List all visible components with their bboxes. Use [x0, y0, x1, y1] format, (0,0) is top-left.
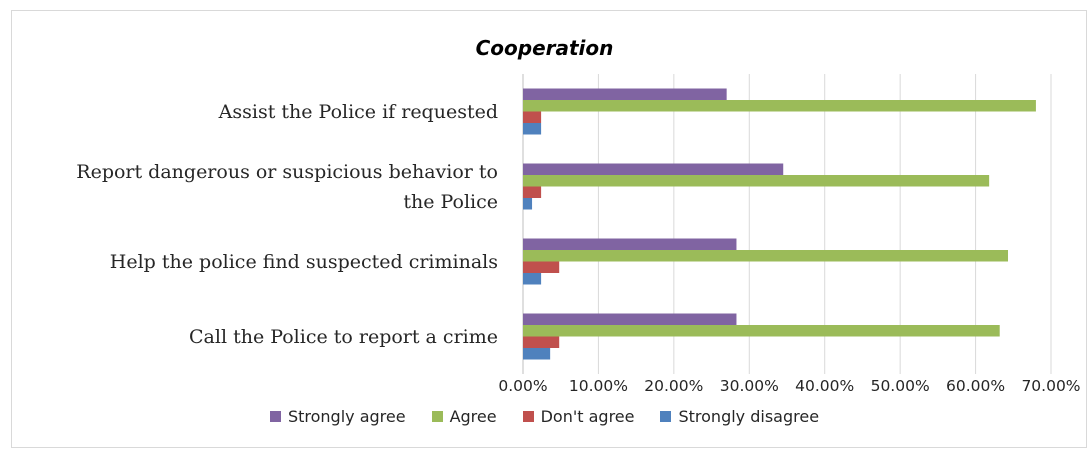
bar-strongly-disagree-2 — [523, 198, 533, 210]
bar-agree-3 — [523, 250, 1009, 262]
bar-strongly-agree-4 — [523, 313, 737, 325]
category-label-line: Report dangerous or suspicious behavior … — [76, 160, 498, 183]
legend-label: Strongly agree — [287, 407, 406, 426]
legend-swatch — [660, 411, 672, 422]
bar-don-t-agree-2 — [523, 186, 542, 198]
category-label: Assist the Police if requested — [18, 97, 498, 127]
x-tick-label: 70.00% — [1021, 377, 1081, 395]
category-label-line: Call the Police to report a crime — [189, 325, 498, 348]
legend-swatch — [522, 411, 534, 422]
bar-don-t-agree-4 — [523, 336, 560, 348]
legend-label: Strongly disagree — [678, 407, 820, 426]
category-label: Report dangerous or suspicious behavior … — [18, 157, 498, 217]
bar-strongly-disagree-4 — [523, 348, 551, 360]
bar-agree-2 — [523, 175, 990, 187]
category-label-line: Assist the Police if requested — [218, 100, 498, 123]
bar-strongly-disagree-1 — [523, 123, 542, 135]
x-tick-label: 60.00% — [946, 377, 1006, 395]
legend-item: Agree — [431, 407, 497, 426]
legend-item: Don't agree — [522, 407, 635, 426]
category-label: Help the police find suspected criminals — [18, 247, 498, 277]
category-label: Call the Police to report a crime — [18, 322, 498, 352]
legend-label: Agree — [449, 407, 497, 426]
bar-strongly-agree-1 — [523, 88, 727, 100]
legend-swatch — [269, 411, 281, 422]
legend: Strongly agree Agree Don't agree Strongly d… — [0, 407, 1089, 426]
bar-strongly-agree-3 — [523, 238, 737, 250]
x-tick-label: 0.00% — [498, 377, 548, 395]
x-tick-label: 40.00% — [795, 377, 855, 395]
chart-title: Cooperation — [475, 36, 614, 60]
bar-agree-4 — [523, 325, 1000, 337]
bar-agree-1 — [523, 100, 1036, 112]
legend-swatch — [431, 411, 443, 422]
category-label-line: the Police — [403, 190, 498, 213]
x-tick-label: 50.00% — [870, 377, 930, 395]
legend-item: Strongly disagree — [660, 407, 819, 426]
x-tick-label: 30.00% — [719, 377, 779, 395]
legend-item: Strongly agree — [269, 407, 406, 426]
x-tick-label: 20.00% — [644, 377, 704, 395]
bar-strongly-disagree-3 — [523, 273, 542, 285]
bar-don-t-agree-3 — [523, 261, 560, 273]
chart-area — [11, 10, 1087, 448]
bar-strongly-agree-2 — [523, 163, 784, 175]
bar-don-t-agree-1 — [523, 111, 542, 123]
category-label-line: Help the police find suspected criminals — [109, 250, 498, 273]
legend-label: Don't agree — [540, 407, 635, 426]
x-tick-label: 10.00% — [568, 377, 628, 395]
